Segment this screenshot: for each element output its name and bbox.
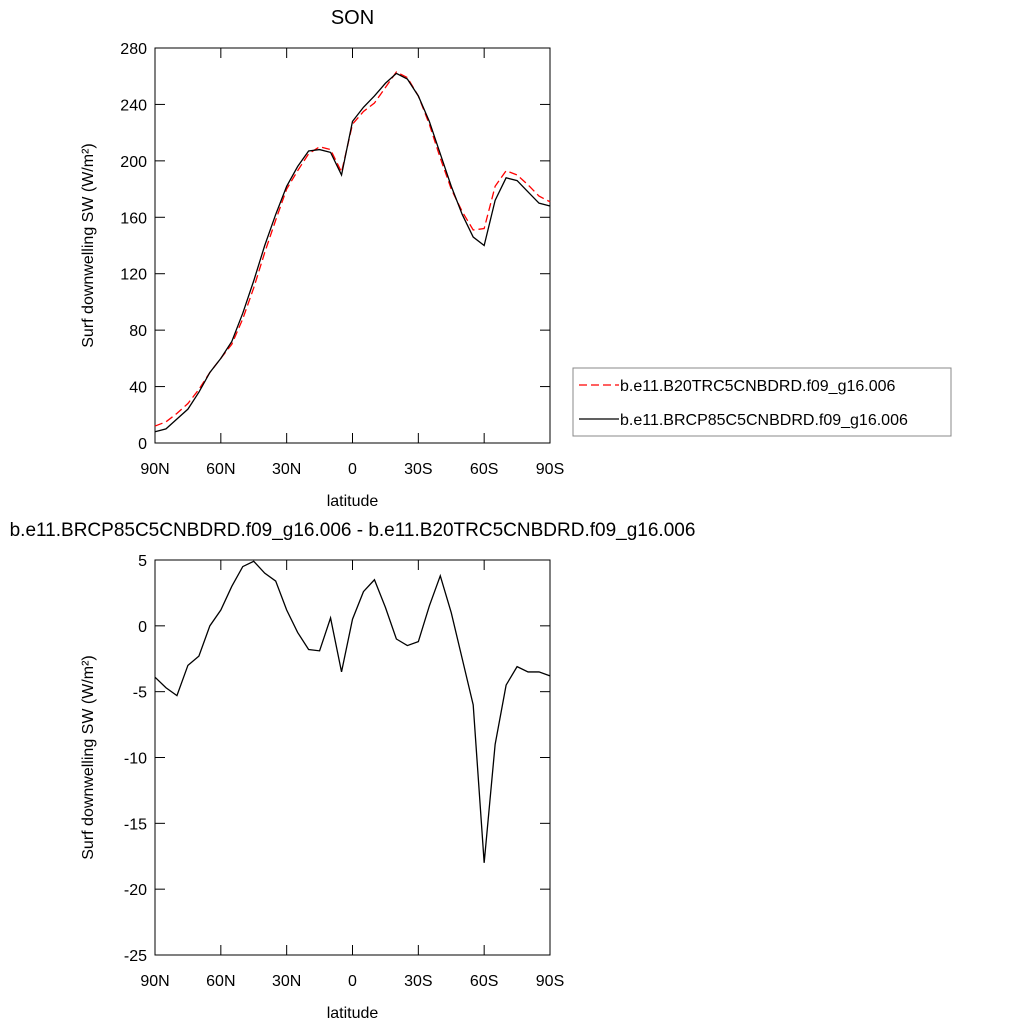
y-tick-label: 160 [120,210,147,227]
data-line [154,71,551,427]
y-tick-label: 200 [120,154,147,171]
y-tick-label: -5 [133,685,147,702]
y-tick-label: 240 [120,97,147,114]
x-tick-label: 60N [206,461,235,478]
x-tick-label: 30S [404,973,432,990]
legend-box [572,367,952,437]
data-line [154,560,551,863]
x-tick-label: 0 [348,973,357,990]
legend-label: b.e11.B20TRC5CNBDRD.f09_g16.006 [620,378,896,395]
y-tick-label: 80 [129,323,147,340]
y-axis-label: Surf downwelling SW (W/m²) [80,143,97,347]
y-tick-label: -10 [124,751,147,768]
x-tick-label: 60S [470,973,498,990]
chart-title: b.e11.BRCP85C5CNBDRD.f09_g16.006 - b.e11… [10,520,696,541]
y-axis-label: Surf downwelling SW (W/m²) [80,655,97,859]
x-tick-label: 90S [536,973,564,990]
y-tick-label: -15 [124,816,147,833]
x-tick-label: 90S [536,461,564,478]
x-axis-label: latitude [327,1005,379,1022]
y-tick-label: 280 [120,41,147,58]
legend-label: b.e11.BRCP85C5CNBDRD.f09_g16.006 [620,412,908,429]
x-tick-label: 60S [470,461,498,478]
y-tick-label: 0 [138,619,147,636]
x-tick-label: 90N [140,973,169,990]
y-tick-label: -25 [124,948,147,965]
y-tick-label: 40 [129,380,147,397]
y-tick-label: 0 [138,436,147,453]
x-tick-label: 30N [272,461,301,478]
y-tick-label: 120 [120,267,147,284]
y-tick-label: 5 [138,553,147,570]
x-tick-label: 90N [140,461,169,478]
plot-frame [154,47,551,444]
x-tick-label: 60N [206,973,235,990]
x-axis-label: latitude [327,493,379,510]
chart-title: SON [331,7,374,29]
x-tick-label: 0 [348,461,357,478]
x-tick-label: 30N [272,973,301,990]
data-line [154,72,551,433]
x-tick-label: 30S [404,461,432,478]
y-tick-label: -20 [124,882,147,899]
